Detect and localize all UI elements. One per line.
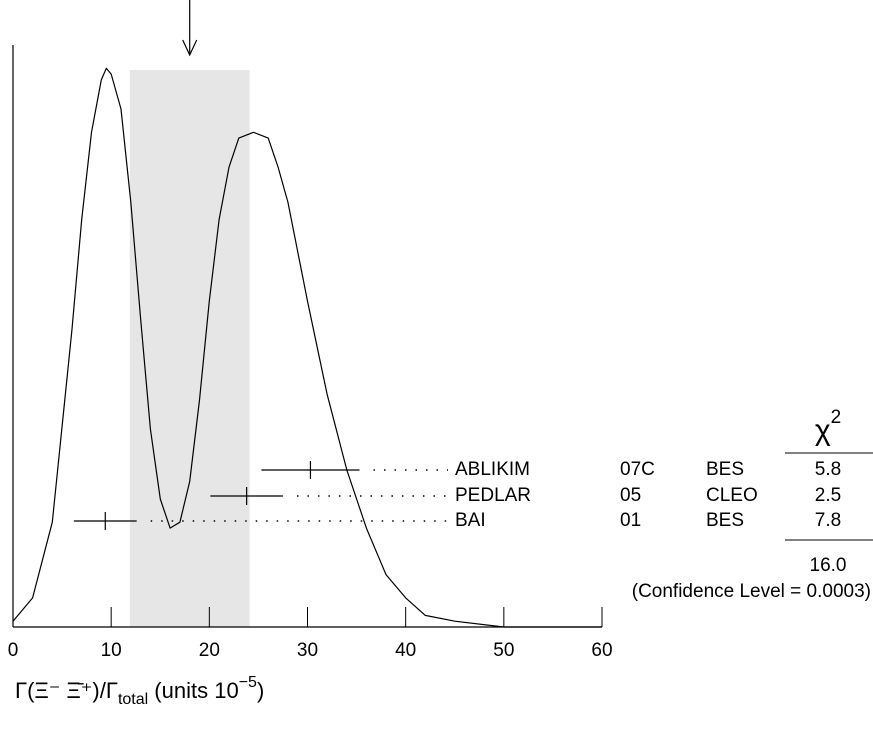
chi2-total: 16.0 — [810, 555, 847, 576]
experiment: BES — [706, 510, 744, 531]
chi2-header: χ2 — [815, 407, 841, 447]
chi2: 7.8 — [815, 510, 841, 531]
name: ABLIKIM — [455, 459, 530, 480]
x-tick-label: 40 — [395, 640, 416, 661]
name: BAI — [455, 510, 486, 531]
name: PEDLAR — [455, 485, 531, 506]
x-tick-label: 10 — [101, 640, 122, 661]
average-band — [129, 70, 250, 627]
average-arrowhead — [182, 39, 198, 57]
confidence-level: (Confidence Level = 0.0003) — [632, 581, 871, 602]
x-axis-label: Γ(Ξ⁻ Ξ̄⁺)/Γtotal (units 10−5) — [15, 674, 264, 708]
ref: 01 — [620, 510, 641, 531]
ideogram-curve — [12, 67, 602, 628]
chi2: 2.5 — [815, 485, 841, 506]
x-tick-label: 60 — [591, 640, 612, 661]
ref: 05 — [620, 485, 641, 506]
x-tick-label: 20 — [199, 640, 220, 661]
ref: 07C — [620, 459, 655, 480]
experiment: BES — [706, 459, 744, 480]
x-tick-label: 30 — [297, 640, 318, 661]
experiment: CLEO — [706, 485, 758, 506]
chi2: 5.8 — [815, 459, 841, 480]
x-tick-label: 0 — [8, 640, 19, 661]
x-tick-label: 50 — [493, 640, 514, 661]
